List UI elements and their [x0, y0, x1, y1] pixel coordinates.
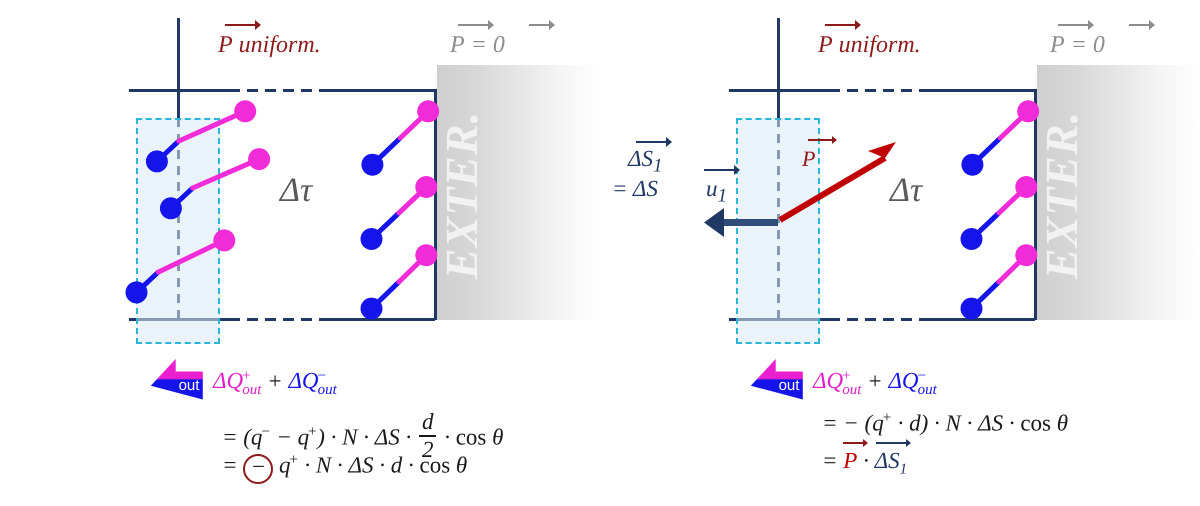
svg-text:out: out	[179, 377, 201, 394]
svg-text:out: out	[779, 377, 801, 394]
